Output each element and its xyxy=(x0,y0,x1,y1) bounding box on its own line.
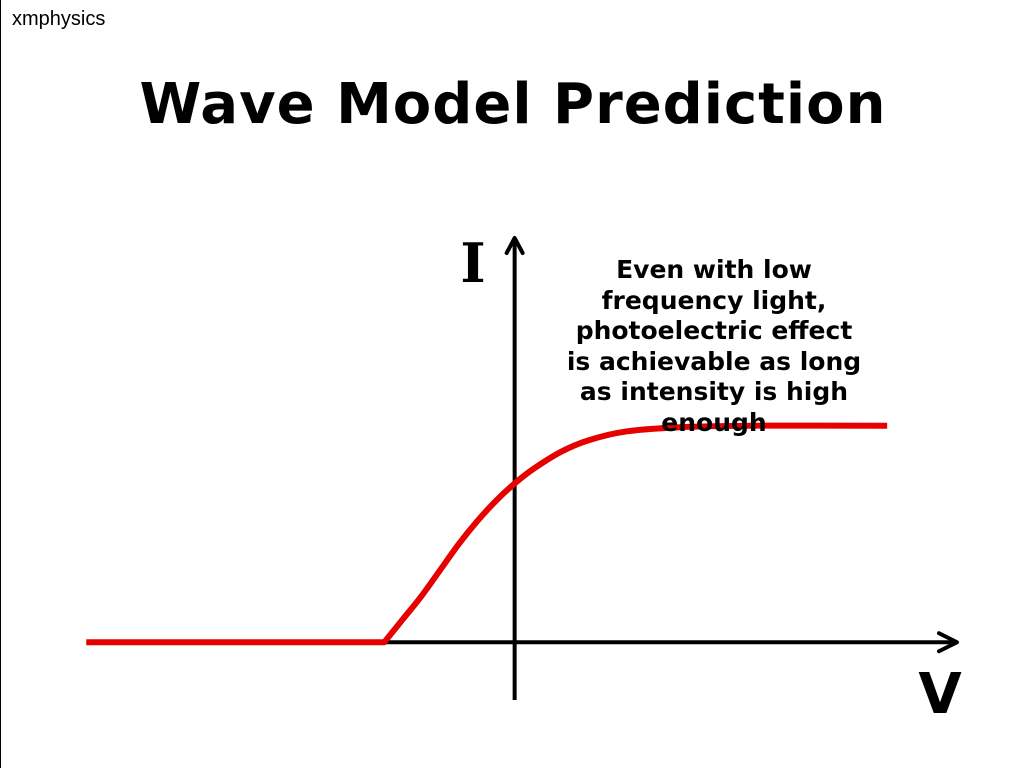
x-axis-label: V xyxy=(918,662,962,727)
x-axis-arrowhead xyxy=(937,631,959,654)
watermark: xmphysics xyxy=(12,8,106,30)
y-axis-label: I xyxy=(460,231,485,295)
slide-title: Wave Model Prediction xyxy=(139,72,887,137)
current-curve xyxy=(86,422,888,646)
y-axis-arrowhead xyxy=(504,236,525,255)
annotation-note: Even with low frequency light, photoelec… xyxy=(566,255,862,437)
